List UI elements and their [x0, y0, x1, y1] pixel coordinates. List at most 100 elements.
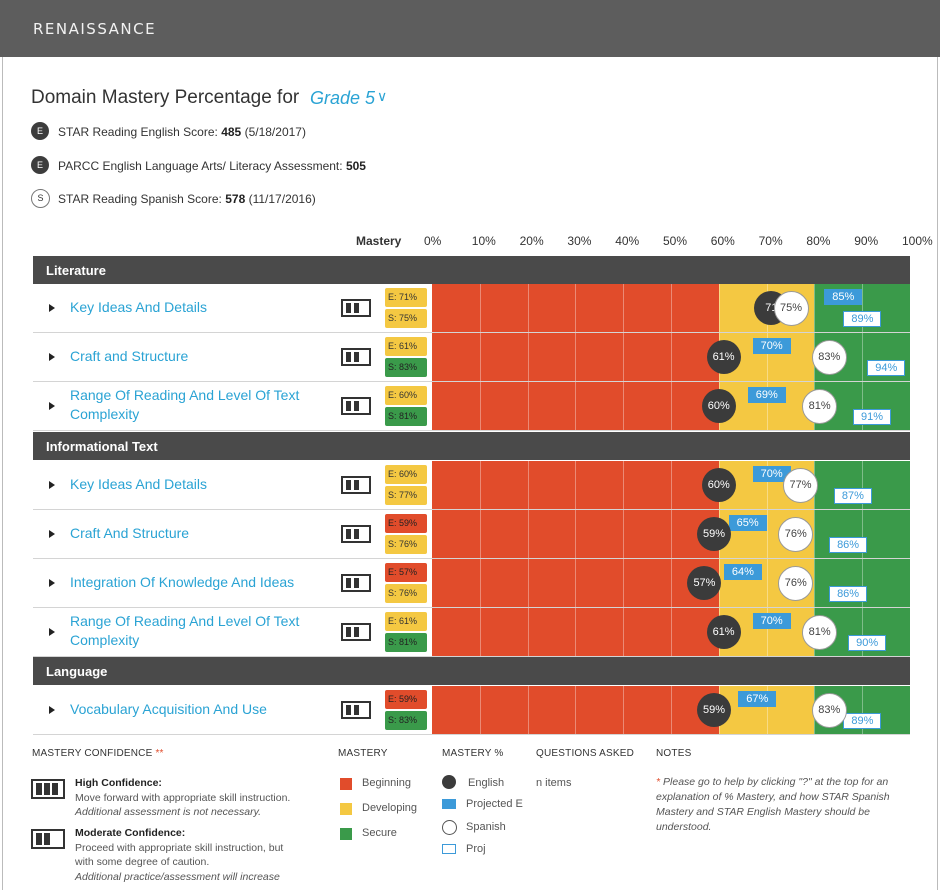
grid-line: [479, 382, 481, 430]
grid-line: [766, 461, 768, 509]
projected-english-marker: 64%: [723, 564, 762, 580]
english-score-badge: E: 60%: [385, 465, 427, 484]
domain-name-link[interactable]: Range Of Reading And Level Of Text Compl…: [70, 387, 300, 422]
grid-line: [623, 608, 625, 656]
questions-value: n items: [536, 777, 572, 789]
grid-line: [527, 510, 529, 558]
grid-line: [862, 333, 864, 381]
grid-line: [479, 461, 481, 509]
spanish-badge-icon: S: [31, 189, 50, 208]
projected-english-marker: 69%: [747, 387, 786, 403]
english-score-badge: E: 60%: [385, 386, 427, 405]
score-label: STAR Reading Spanish Score:: [58, 192, 222, 206]
chevron-down-icon[interactable]: ∨: [377, 88, 388, 104]
spanish-dot-icon: [442, 820, 457, 835]
projected-english-marker: 70%: [752, 466, 791, 482]
domain-row[interactable]: Vocabulary Acquisition And Use E: 59% S: 8…: [33, 686, 910, 735]
domain-row[interactable]: Integration Of Knowledge And Ideas E: 57%…: [33, 559, 910, 608]
scale-tick-label: 30%: [567, 234, 592, 248]
expand-caret-icon[interactable]: [49, 402, 55, 410]
domain-name-link[interactable]: Vocabulary Acquisition And Use: [70, 701, 267, 717]
english-badge-icon: E: [31, 156, 49, 174]
moderate-confidence-text-2: with some degree of caution.: [75, 856, 210, 868]
grid-line: [766, 382, 768, 430]
score-text: STAR Reading Spanish Score: 578 (11/17/2…: [58, 192, 316, 206]
scale-tick-label: 10%: [471, 234, 496, 248]
expand-caret-icon[interactable]: [49, 353, 55, 361]
expand-caret-icon[interactable]: [49, 530, 55, 538]
section-title: Literature: [46, 263, 106, 278]
grid-line: [766, 686, 768, 734]
beginning-segment: [432, 686, 719, 734]
scale-tick-label: 40%: [615, 234, 640, 248]
scale-tick-label: 70%: [758, 234, 783, 248]
grid-line: [623, 510, 625, 558]
spanish-mastery-dot: 83%: [811, 693, 847, 728]
beginning-label: Beginning: [362, 777, 411, 789]
spanish-mastery-dot: 75%: [773, 291, 809, 326]
domain-name-link[interactable]: Craft And Structure: [70, 525, 190, 541]
secure-swatch: [340, 828, 352, 840]
expand-caret-icon[interactable]: [49, 304, 55, 312]
legend-mastery-heading: MASTERY: [338, 748, 388, 759]
notes-text: * Please go to help by clicking "?" at t…: [656, 776, 890, 833]
grid-line: [575, 608, 577, 656]
grid-line: [671, 284, 672, 332]
domain-name-link[interactable]: Craft and Structure: [70, 348, 189, 364]
legend-questions-heading: QUESTIONS ASKED: [536, 748, 635, 759]
beginning-segment: [432, 333, 719, 381]
projected-english-marker: 70%: [752, 613, 791, 629]
spanish-score-badge: S: 83%: [385, 711, 427, 730]
score-value: 485: [221, 125, 242, 139]
grid-line: [814, 510, 816, 558]
grid-line: [623, 284, 625, 332]
secure-label: Secure: [362, 827, 397, 839]
grid-line: [766, 333, 768, 381]
expand-caret-icon[interactable]: [49, 481, 55, 489]
projected-spanish-marker: 91%: [852, 409, 891, 425]
domain-row[interactable]: Craft And Structure E: 59% S: 76% 65% 86% 59%…: [33, 510, 910, 559]
expand-caret-icon[interactable]: [49, 579, 55, 587]
domain-name-link[interactable]: Range Of Reading And Level Of Text Compl…: [70, 613, 300, 648]
high-confidence-text: Move forward with appropriate skill inst…: [75, 792, 291, 804]
section-header-informational-text: Informational Text: [33, 432, 910, 460]
domain-name-link[interactable]: Key Ideas And Details: [70, 299, 207, 315]
beginning-segment: [432, 510, 719, 558]
grid-line: [575, 284, 577, 332]
scale-tick-label: 0%: [424, 234, 442, 248]
score-date: (5/18/2017): [244, 125, 306, 139]
english-dot-icon: [442, 775, 456, 789]
spanish-label: Spanish: [466, 821, 506, 833]
high-confidence-note: Additional assessment is not necessary.: [75, 806, 261, 818]
domain-row[interactable]: Key Ideas And Details E: 71% S: 75% 85% 89% 7…: [33, 284, 910, 333]
moderate-confidence-icon: [341, 525, 371, 543]
expand-caret-icon[interactable]: [49, 628, 55, 636]
grid-line: [479, 608, 481, 656]
grade-selector[interactable]: Grade 5: [310, 88, 376, 108]
domain-row[interactable]: Key Ideas And Details E: 60% S: 77% 70% 87% 6…: [33, 461, 910, 510]
projected-e-label: Projected E: [466, 798, 523, 810]
projected-spanish-marker: 86%: [829, 586, 868, 602]
grid-line: [623, 382, 625, 430]
grid-line: [479, 559, 481, 607]
domain-name-link[interactable]: Key Ideas And Details: [70, 476, 207, 492]
report-frame: [2, 57, 938, 890]
projected-english-marker: 65%: [728, 515, 767, 531]
moderate-confidence-icon: [341, 476, 371, 494]
english-mastery-dot: 60%: [701, 389, 736, 423]
projected-e-icon: [442, 799, 456, 809]
domain-row[interactable]: Range Of Reading And Level Of Text Compl…: [33, 608, 910, 657]
spanish-score-badge: S: 76%: [385, 584, 427, 603]
grid-line: [623, 333, 625, 381]
domain-row[interactable]: Craft and Structure E: 61% S: 83% 70% 94% 61%…: [33, 333, 910, 382]
grid-line: [862, 461, 864, 509]
domain-row[interactable]: Range Of Reading And Level Of Text Compl…: [33, 382, 910, 431]
english-label: English: [468, 777, 505, 789]
spanish-mastery-dot: 81%: [802, 615, 838, 650]
english-mastery-dot: 61%: [706, 340, 741, 374]
moderate-confidence-icon: [31, 829, 65, 849]
beginning-segment: [432, 284, 719, 332]
grid-line: [671, 510, 672, 558]
domain-name-link[interactable]: Integration Of Knowledge And Ideas: [70, 574, 295, 590]
expand-caret-icon[interactable]: [49, 706, 55, 714]
